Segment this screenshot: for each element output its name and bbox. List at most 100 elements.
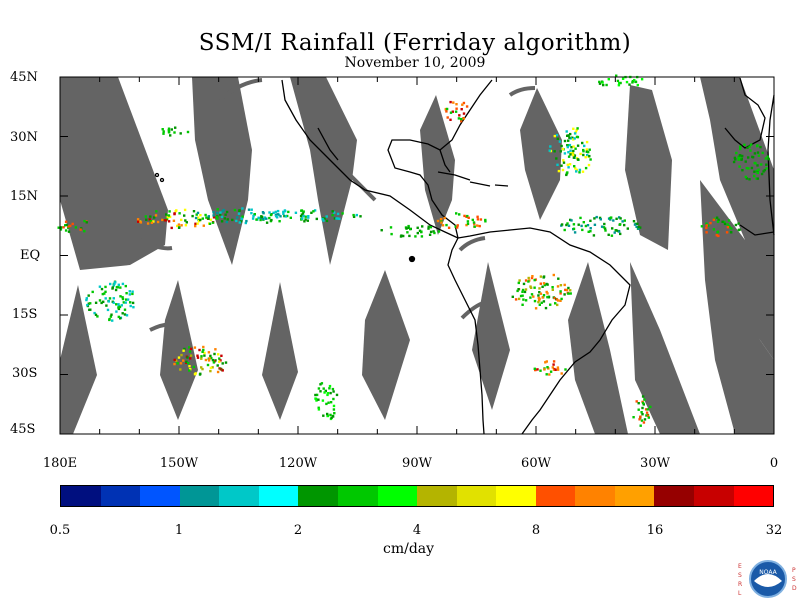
rain-pixel [521, 303, 524, 306]
rain-pixel [250, 212, 253, 215]
rain-pixel [209, 366, 213, 370]
rain-pixel [315, 393, 319, 397]
rain-pixel [321, 217, 324, 221]
rain-pixel [565, 223, 568, 227]
rain-pixel [198, 348, 201, 352]
rain-pixel [94, 313, 98, 316]
rain-pixel [766, 155, 769, 158]
noaa-badge-icon: NOAA [749, 560, 787, 598]
rain-pixel [283, 209, 287, 212]
rain-pixel [161, 218, 164, 222]
rain-pixel [188, 346, 191, 349]
rain-pixel [319, 383, 322, 386]
rain-pixel [552, 273, 555, 277]
rain-pixel [548, 149, 551, 152]
rain-pixel [301, 212, 305, 215]
rain-pixel [639, 424, 642, 427]
rain-pixel [252, 215, 255, 218]
rain-pixel [546, 366, 549, 369]
rain-pixel [751, 155, 754, 159]
rain-pixel [551, 288, 554, 291]
rain-pixel [112, 284, 115, 287]
rain-pixel [621, 77, 625, 80]
rain-pixel [559, 150, 562, 153]
rain-pixel [59, 228, 63, 231]
rain-pixel [440, 220, 443, 223]
rain-pixel [125, 292, 128, 295]
rain-pixel [631, 81, 634, 84]
rain-pixel [559, 290, 562, 293]
rain-pixel [727, 219, 731, 222]
rain-pixel [589, 158, 592, 161]
rain-pixel [572, 127, 575, 130]
rain-pixel [145, 218, 148, 221]
rain-pixel [541, 296, 544, 299]
rain-pixel [149, 220, 153, 223]
rain-pixel [269, 213, 273, 217]
rain-pixel [628, 83, 631, 86]
rain-pixel [518, 279, 521, 282]
rain-pixel [544, 361, 547, 364]
rain-pixel [641, 413, 644, 416]
rain-pixel [615, 74, 618, 77]
rain-pixel [601, 81, 604, 84]
rain-pixel [569, 132, 572, 136]
rain-pixel [177, 226, 181, 229]
rain-pixel [462, 101, 466, 105]
rain-pixel [543, 368, 546, 371]
chart-date: November 10, 2009 [344, 55, 486, 71]
rain-pixel [279, 215, 282, 218]
rain-pixel [757, 154, 760, 157]
rain-pixel [560, 372, 563, 375]
rain-pixel [184, 224, 188, 227]
rain-pixel [567, 224, 571, 227]
rain-pixel [196, 356, 200, 359]
rain-pixel [224, 361, 228, 364]
rain-pixel [561, 168, 565, 172]
rain-pixel [164, 219, 168, 222]
rain-pixel [196, 211, 200, 215]
rain-pixel [115, 303, 118, 306]
rain-pixel [129, 304, 132, 308]
rain-pixel [556, 368, 560, 371]
rain-pixel [533, 286, 536, 289]
rain-pixel [640, 78, 644, 81]
rain-pixel [123, 313, 127, 316]
rain-pixel [625, 80, 629, 84]
rain-pixel [185, 221, 188, 224]
rain-pixel [79, 228, 82, 231]
rain-pixel [215, 215, 218, 219]
lat-label-15s: 15S [12, 307, 38, 322]
rain-pixel [196, 354, 199, 357]
rain-pixel [317, 408, 321, 411]
rain-pixel [67, 225, 70, 228]
rain-pixel [123, 308, 127, 311]
rain-pixel [121, 297, 125, 301]
rain-pixel [429, 226, 433, 229]
rain-pixel [570, 146, 573, 149]
rain-pixel [728, 225, 731, 229]
rain-pixel [533, 299, 537, 303]
rain-pixel [148, 218, 151, 221]
rain-pixel [579, 216, 582, 220]
rain-pixel [108, 297, 112, 300]
rain-pixel [327, 401, 330, 404]
rain-pixel [128, 293, 131, 296]
colorbar-segment [219, 486, 259, 506]
rain-pixel [716, 231, 719, 234]
rain-pixel [67, 230, 71, 233]
rain-pixel [738, 154, 741, 157]
rain-pixel [467, 216, 470, 219]
rain-pixel [126, 298, 130, 301]
rain-pixel [194, 216, 198, 220]
rain-pixel [175, 359, 178, 362]
rain-pixel [557, 299, 560, 302]
rain-pixel [237, 212, 241, 215]
rain-pixel [561, 147, 565, 151]
rain-pixel [71, 222, 74, 226]
rain-pixel [521, 288, 525, 292]
rain-pixel [108, 318, 111, 322]
lon-label-0: 0 [769, 456, 779, 471]
rain-pixel [218, 357, 221, 360]
rain-pixel [440, 221, 443, 224]
